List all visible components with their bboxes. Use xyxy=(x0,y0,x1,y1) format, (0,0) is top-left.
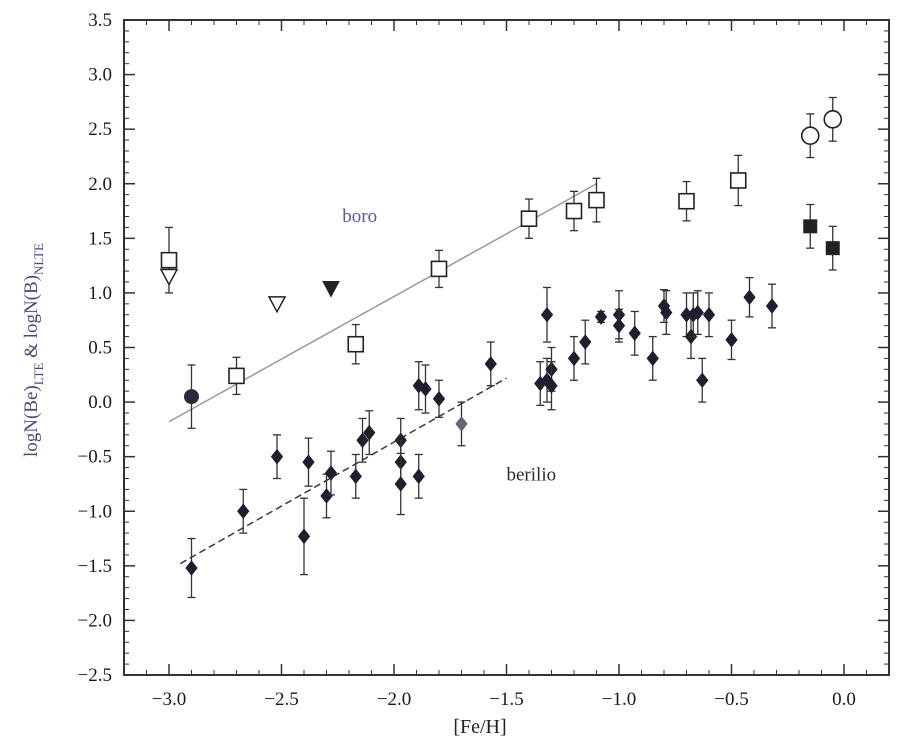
filled-diamond-marker xyxy=(743,289,756,306)
x-axis-title: [Fe/H] xyxy=(453,716,506,738)
filled-diamond-marker xyxy=(594,309,608,325)
y-axis-title-sub1: LTE xyxy=(31,363,46,386)
plot-frame xyxy=(123,19,890,676)
y-tick-labels: −2.5 −2.0 −1.5 −1.0 −0.5 0.0 0.5 1.0 1.5 2.0 2.5 3.… xyxy=(78,10,112,686)
axis-ticks xyxy=(123,19,890,676)
open-square-marker xyxy=(347,335,365,353)
berilio-fit xyxy=(179,377,507,565)
filled-diamond-marker xyxy=(765,298,779,314)
open-square-marker xyxy=(729,172,747,189)
filled-diamond-marker xyxy=(545,377,558,394)
open-square-marker xyxy=(228,367,245,385)
y-tick-label: 2.5 xyxy=(88,119,112,140)
y-tick-label: 3.5 xyxy=(88,10,112,31)
filled-diamond-marker xyxy=(612,317,626,334)
open-circle-marker xyxy=(823,110,843,129)
y-axis-title-amp: & logN(B) xyxy=(21,275,42,363)
open-square-marker xyxy=(565,202,583,220)
filled-diamond-marker xyxy=(579,334,592,350)
y-tick-label: 0.0 xyxy=(88,392,112,413)
filled-diamond-marker xyxy=(363,424,376,441)
filled-diamond-marker xyxy=(432,390,446,407)
open-square-marker xyxy=(430,260,448,278)
filled-square-marker xyxy=(825,241,840,256)
filled-diamond-marker xyxy=(696,372,709,389)
y-tick-label: −1.0 xyxy=(78,501,112,522)
open-triangle-marker xyxy=(267,296,287,314)
filled-diamond-marker xyxy=(394,476,407,492)
y-tick-label: −2.0 xyxy=(78,610,112,631)
x-tick-label: −2.5 xyxy=(264,689,298,710)
filled-diamond-marker xyxy=(237,503,250,520)
filled-circle-marker xyxy=(184,389,199,405)
filled-diamond-marker xyxy=(691,304,704,321)
filled-diamond-marker xyxy=(646,350,659,367)
filled-diamond-marker xyxy=(455,416,468,432)
annotations: boro berilio xyxy=(342,206,556,486)
y-tick-label: 2.0 xyxy=(88,174,112,195)
filled-diamond-marker xyxy=(540,306,554,323)
filled-diamond-marker xyxy=(320,488,333,504)
y-tick-label: 1.0 xyxy=(88,283,112,304)
filled-diamond-marker xyxy=(628,325,641,342)
filled-square-marker xyxy=(803,219,818,234)
y-tick-label: 3.0 xyxy=(88,65,112,86)
y-tick-label: −0.5 xyxy=(78,447,112,468)
filled-diamond-marker xyxy=(419,381,432,397)
x-tick-label: −2.0 xyxy=(377,689,411,710)
y-tick-label: −2.5 xyxy=(78,665,112,686)
filled-diamond-marker xyxy=(660,304,673,321)
filled-diamond-marker xyxy=(725,332,738,348)
open-circle-marker xyxy=(800,126,820,146)
open-square-marker xyxy=(160,251,178,269)
x-tick-label: 0.0 xyxy=(832,689,856,710)
data-points xyxy=(159,96,843,599)
filled-triangle-marker xyxy=(322,281,340,298)
filled-diamond-marker xyxy=(484,356,497,372)
annotation-label: boro xyxy=(342,206,377,227)
open-square-marker xyxy=(678,192,695,210)
filled-diamond-marker xyxy=(302,454,315,470)
open-square-marker xyxy=(588,191,605,209)
y-tick-label: 0.5 xyxy=(88,338,112,359)
filled-diamond-marker xyxy=(349,468,362,485)
x-tick-label: −0.5 xyxy=(714,689,748,710)
y-tick-label: −1.5 xyxy=(78,556,112,577)
x-tick-labels: −3.0 −2.5 −2.0 −1.5 −1.0 −0.5 0.0 xyxy=(152,689,856,710)
x-tick-label: −3.0 xyxy=(152,689,186,710)
filled-diamond-marker xyxy=(270,448,284,465)
open-triangle-marker xyxy=(159,268,179,287)
x-tick-label: −1.0 xyxy=(602,689,636,710)
filled-diamond-marker xyxy=(356,432,369,449)
filled-diamond-marker xyxy=(412,468,425,485)
x-tick-label: −1.5 xyxy=(489,689,523,710)
y-tick-label: 1.5 xyxy=(88,228,112,249)
filled-diamond-marker xyxy=(702,306,716,323)
y-axis-title: logN(Be)LTE & logN(B)NLTE xyxy=(21,243,46,457)
annotation-label: berilio xyxy=(507,465,557,486)
y-axis-title-main: logN(Be) xyxy=(21,385,42,457)
filled-diamond-marker xyxy=(324,465,338,481)
y-axis-title-sub2: NLTE xyxy=(31,243,46,275)
filled-diamond-marker xyxy=(297,528,311,545)
open-square-marker xyxy=(520,210,538,227)
filled-diamond-marker xyxy=(185,560,198,576)
filled-diamond-marker xyxy=(567,350,581,367)
